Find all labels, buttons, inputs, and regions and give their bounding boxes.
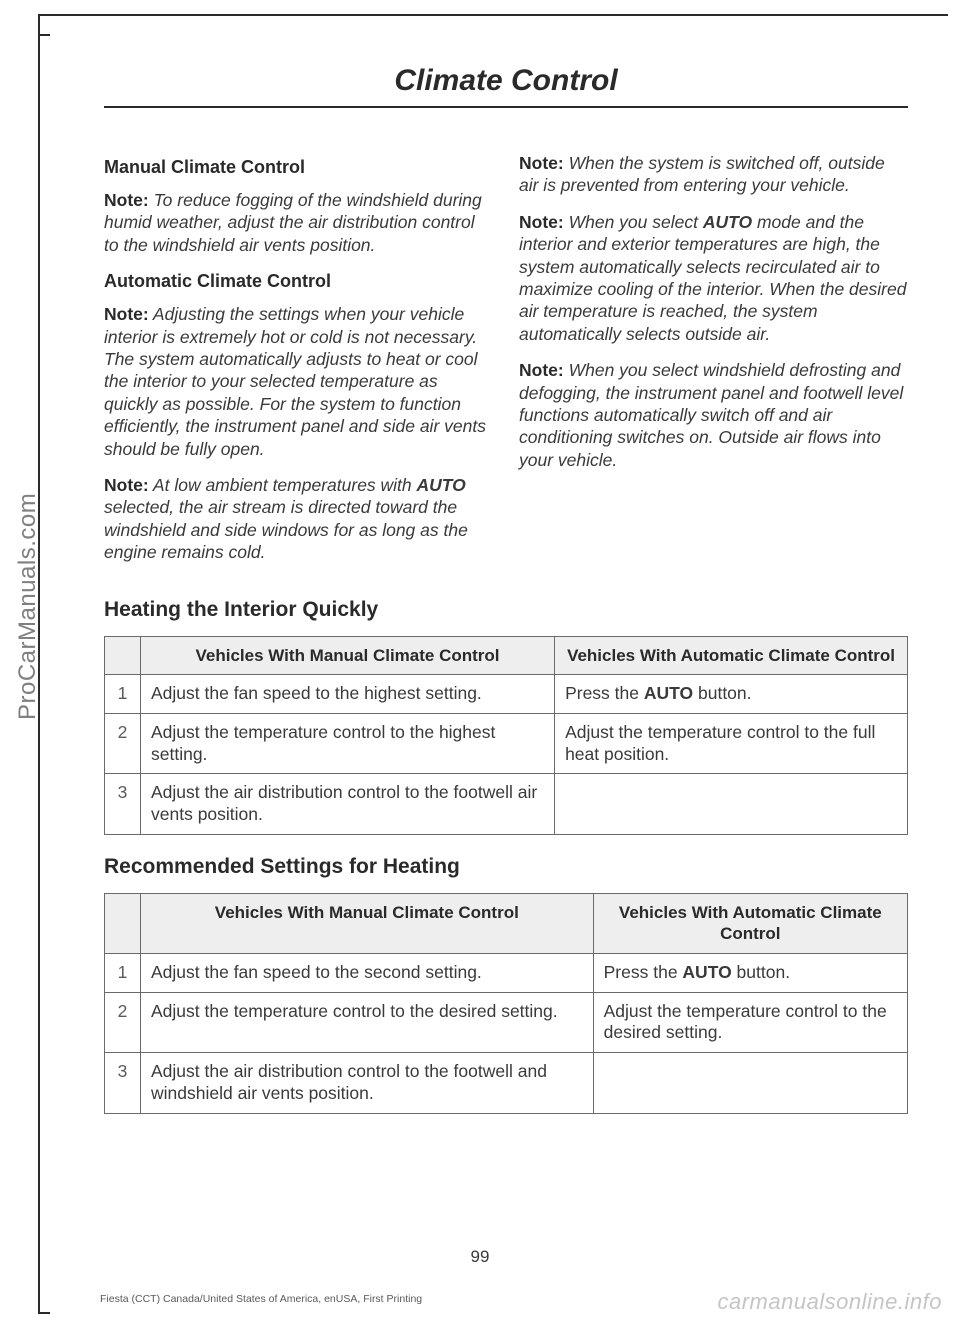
crop-mark-bottom	[40, 1292, 50, 1314]
heading-auto: Automatic Climate Control	[104, 270, 493, 293]
cell-manual: Adjust the air distribution control to t…	[141, 774, 555, 835]
th-blank	[105, 636, 141, 674]
cell-manual: Adjust the air distribution control to t…	[141, 1053, 594, 1114]
title-bar: Climate Control	[104, 64, 908, 108]
page-content: Climate Control Manual Climate Control N…	[40, 16, 948, 1114]
cell-manual: Adjust the temperature control to the de…	[141, 992, 594, 1053]
table-row: 1 Adjust the fan speed to the highest se…	[105, 674, 908, 713]
note-2: Note: Adjusting the settings when your v…	[104, 303, 493, 460]
table-rec-heat: Vehicles With Manual Climate Control Veh…	[104, 893, 908, 1114]
note-text: When you select windshield defrosting an…	[519, 360, 903, 470]
note-text: selected, the air stream is directed tow…	[104, 497, 468, 562]
note-label: Note:	[104, 475, 149, 495]
table-row: 1 Adjust the fan speed to the second set…	[105, 953, 908, 992]
note-text: At low ambient temperatures with	[149, 475, 417, 495]
note-label: Note:	[519, 153, 564, 173]
auto-word: AUTO	[417, 475, 466, 495]
table-row: 3 Adjust the air distribution control to…	[105, 1053, 908, 1114]
note-6: Note: When you select windshield defrost…	[519, 359, 908, 471]
note-label: Note:	[104, 190, 149, 210]
note-4: Note: When the system is switched off, o…	[519, 152, 908, 197]
note-text: When the system is switched off, outside…	[519, 153, 885, 195]
crop-mark-top	[40, 34, 50, 56]
cell-auto	[555, 774, 908, 835]
cell-auto	[593, 1053, 907, 1114]
row-num: 2	[105, 992, 141, 1053]
table-row: 2 Adjust the temperature control to the …	[105, 713, 908, 774]
cell-manual: Adjust the temperature control to the hi…	[141, 713, 555, 774]
note-text: When you select	[564, 212, 703, 232]
cell-auto: Press the AUTO button.	[555, 674, 908, 713]
footer-right-watermark: carmanualsonline.info	[717, 1289, 942, 1315]
note-label: Note:	[519, 212, 564, 232]
th-manual: Vehicles With Manual Climate Control	[141, 894, 594, 954]
page-frame: Climate Control Manual Climate Control N…	[38, 14, 948, 1314]
auto-word: AUTO	[703, 212, 752, 232]
th-manual: Vehicles With Manual Climate Control	[141, 636, 555, 674]
note-text: Adjusting the settings when your vehicle…	[104, 304, 486, 458]
cell-manual: Adjust the fan speed to the second setti…	[141, 953, 594, 992]
row-num: 1	[105, 674, 141, 713]
row-num: 3	[105, 1053, 141, 1114]
left-column: Manual Climate Control Note: To reduce f…	[104, 152, 493, 578]
cell-auto: Press the AUTO button.	[593, 953, 907, 992]
table-row: 3 Adjust the air distribution control to…	[105, 774, 908, 835]
cell-auto: Adjust the temperature control to the fu…	[555, 713, 908, 774]
cell-manual: Adjust the fan speed to the highest sett…	[141, 674, 555, 713]
cell-auto: Adjust the temperature control to the de…	[593, 992, 907, 1053]
note-3: Note: At low ambient temperatures with A…	[104, 474, 493, 564]
th-blank	[105, 894, 141, 954]
row-num: 2	[105, 713, 141, 774]
th-auto: Vehicles With Automatic Climate Control	[593, 894, 907, 954]
note-5: Note: When you select AUTO mode and the …	[519, 211, 908, 345]
note-label: Note:	[519, 360, 564, 380]
heading-manual: Manual Climate Control	[104, 156, 493, 179]
two-column-region: Manual Climate Control Note: To reduce f…	[104, 152, 908, 578]
row-num: 1	[105, 953, 141, 992]
row-num: 3	[105, 774, 141, 835]
page-number: 99	[0, 1247, 960, 1267]
table-row: 2 Adjust the temperature control to the …	[105, 992, 908, 1053]
note-text: To reduce fogging of the windshield duri…	[104, 190, 482, 255]
table-heat-quick: Vehicles With Manual Climate Control Veh…	[104, 636, 908, 836]
note-label: Note:	[104, 304, 149, 324]
heading-rec-heat: Recommended Settings for Heating	[104, 855, 908, 879]
th-auto: Vehicles With Automatic Climate Control	[555, 636, 908, 674]
right-column: Note: When the system is switched off, o…	[519, 152, 908, 578]
heading-heat-quick: Heating the Interior Quickly	[104, 598, 908, 622]
note-1: Note: To reduce fogging of the windshiel…	[104, 189, 493, 256]
page-title: Climate Control	[104, 64, 908, 98]
footer-left: Fiesta (CCT) Canada/United States of Ame…	[100, 1293, 422, 1305]
